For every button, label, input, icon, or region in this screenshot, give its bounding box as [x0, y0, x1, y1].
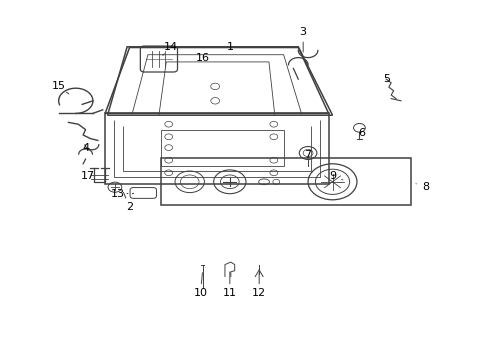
- Text: 10: 10: [193, 288, 207, 298]
- Text: 15: 15: [52, 81, 65, 91]
- Text: 7: 7: [304, 150, 311, 160]
- Text: 8: 8: [421, 182, 428, 192]
- Text: 14: 14: [164, 42, 178, 52]
- Text: 4: 4: [82, 143, 89, 153]
- Text: 11: 11: [223, 288, 236, 298]
- Text: 16: 16: [196, 53, 209, 63]
- Text: 2: 2: [126, 202, 133, 212]
- Text: 12: 12: [252, 288, 265, 298]
- Text: 13: 13: [110, 189, 124, 199]
- Text: 17: 17: [81, 171, 95, 181]
- Text: 9: 9: [328, 171, 335, 181]
- Text: 6: 6: [358, 128, 365, 138]
- Text: 5: 5: [382, 74, 389, 84]
- Text: 1: 1: [226, 42, 233, 52]
- Text: 3: 3: [299, 27, 306, 37]
